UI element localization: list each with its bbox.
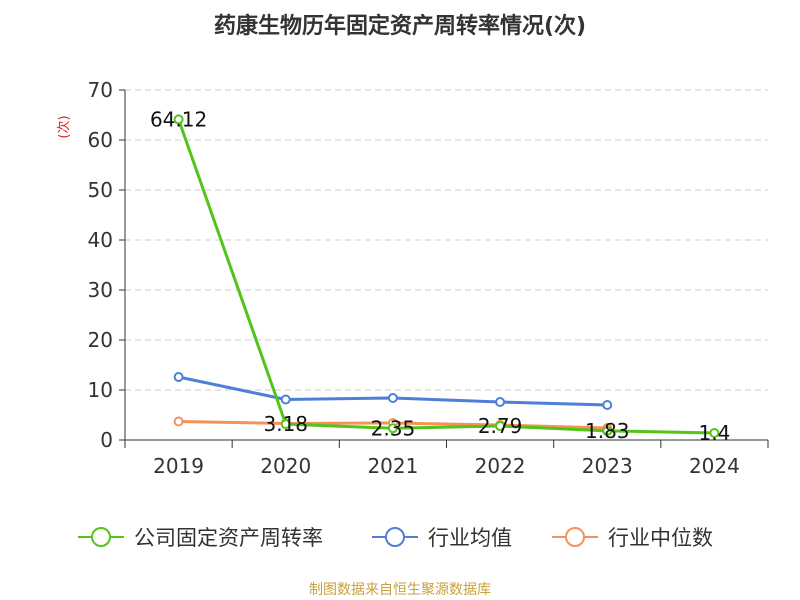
x-tick-label: 2021 xyxy=(367,454,418,478)
x-tick-label: 2020 xyxy=(260,454,311,478)
data-label: 64.12 xyxy=(150,107,207,131)
y-tick-label: 40 xyxy=(88,228,113,252)
legend-label: 公司固定资产周转率 xyxy=(134,526,323,550)
source-note: 制图数据来自恒生聚源数据库 xyxy=(309,582,491,598)
y-axis-label: (次) xyxy=(56,115,72,138)
y-tick-label: 50 xyxy=(88,178,113,202)
y-tick-label: 20 xyxy=(88,328,113,352)
legend-item: 行业均值 xyxy=(372,526,512,550)
data-point xyxy=(387,393,398,403)
x-tick-label: 2024 xyxy=(689,454,740,478)
data-point xyxy=(173,372,184,382)
series-lines xyxy=(173,114,720,438)
data-point xyxy=(495,421,506,432)
data-label: 2.79 xyxy=(478,414,523,438)
data-label: 1.4 xyxy=(699,421,731,445)
legend-label: 行业中位数 xyxy=(608,526,713,550)
legend-marker xyxy=(91,527,111,547)
series-line xyxy=(177,118,715,435)
y-tick-label: 30 xyxy=(88,278,113,302)
data-label: 2.35 xyxy=(371,416,416,440)
data-point xyxy=(280,394,291,405)
data-point xyxy=(280,419,291,430)
legend-marker xyxy=(385,527,405,547)
data-point xyxy=(495,397,506,407)
data-point xyxy=(709,428,720,438)
data-point xyxy=(602,425,613,436)
data-label: 1.83 xyxy=(585,419,630,443)
y-tick-label: 10 xyxy=(88,378,113,402)
x-tick-label: 2022 xyxy=(475,454,526,478)
y-tick-label: 0 xyxy=(100,428,113,452)
grid xyxy=(125,89,768,391)
data-point xyxy=(173,416,184,427)
y-tick-label: 70 xyxy=(88,78,113,102)
data-point xyxy=(173,114,184,125)
x-tick-label: 2019 xyxy=(153,454,204,478)
legend-item: 行业中位数 xyxy=(552,526,713,550)
chart-title: 药康生物历年固定资产周转率情况(次) xyxy=(214,13,586,39)
legend-label: 行业均值 xyxy=(428,526,512,550)
legend-item: 公司固定资产周转率 xyxy=(78,526,323,550)
y-tick-label: 60 xyxy=(88,128,113,152)
legend: 公司固定资产周转率 行业均值 行业中位数 xyxy=(78,526,713,550)
data-point xyxy=(602,400,613,410)
axes: 0 10 20 30 40 50 60 70 2019 2020 2021 2022 2023 2024 xyxy=(88,78,769,478)
data-label: 3.18 xyxy=(263,412,308,436)
x-tick-label: 2023 xyxy=(582,454,633,478)
data-labels: 64.12 3.18 2.35 2.79 1.83 1.4 xyxy=(150,107,730,445)
legend-marker xyxy=(565,527,585,547)
data-point xyxy=(387,423,398,434)
